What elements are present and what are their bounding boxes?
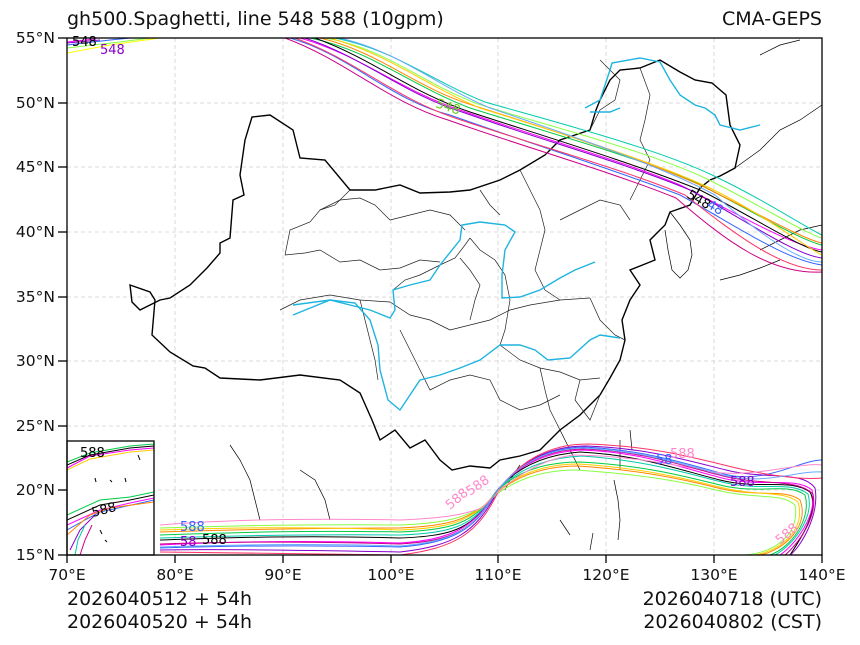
province-borders <box>279 59 651 431</box>
heilongjiang-river <box>584 57 761 131</box>
valid-time-utc: 2026040718 (UTC) <box>642 588 822 610</box>
y-tick-45: 45°N <box>15 158 55 176</box>
label-588-inset: 588 <box>80 446 105 461</box>
y-tick-30: 30°N <box>15 352 55 370</box>
y-tick-15: 15°N <box>15 546 55 564</box>
rivers <box>292 57 761 412</box>
neighbour-coastlines <box>229 39 822 551</box>
label-588-inset-2: 588 <box>90 500 118 521</box>
init-time-1: 2026040512 + 54h <box>67 588 253 610</box>
y-tick-35: 35°N <box>15 288 55 306</box>
songhua-river <box>590 107 621 113</box>
axis-ticks <box>58 37 823 563</box>
init-times: 2026040512 + 54h 2026040520 + 54h <box>67 588 252 634</box>
yellow-river <box>292 221 596 319</box>
label-588-west-2: 588 <box>202 533 227 548</box>
x-tick-130: 130°E <box>690 566 738 584</box>
label-548-corner-2: 548 <box>100 43 125 58</box>
label-548-center: 548 <box>434 97 462 119</box>
x-tick-140: 140°E <box>798 566 846 584</box>
label-588-se: 588 <box>670 447 695 462</box>
contour-548-lines <box>67 38 822 273</box>
y-tick-55: 55°N <box>15 29 55 47</box>
svg-text:48: 48 <box>704 197 726 218</box>
contour-588-lines <box>159 443 822 555</box>
label-548-corner: 548 <box>72 35 97 50</box>
y-tick-40: 40°N <box>15 223 55 241</box>
x-tick-80: 80°E <box>156 566 194 584</box>
x-tick-100: 100°E <box>367 566 415 584</box>
x-tick-120: 120°E <box>582 566 630 584</box>
label-588-west: 588 <box>180 520 205 535</box>
x-tick-90: 90°E <box>264 566 302 584</box>
valid-time-cst: 2026040802 (CST) <box>643 611 822 633</box>
y-tick-20: 20°N <box>15 481 55 499</box>
x-tick-70: 70°E <box>48 566 86 584</box>
y-tick-50: 50°N <box>15 94 55 112</box>
yangtze-river <box>292 299 621 412</box>
x-tick-110: 110°E <box>474 566 522 584</box>
init-time-2: 2026040520 + 54h <box>67 611 253 633</box>
model-name: CMA-GEPS <box>721 8 822 30</box>
china-border <box>129 59 741 471</box>
y-tick-25: 25°N <box>15 417 55 435</box>
svg-text:58: 58 <box>180 535 197 550</box>
inset-map <box>67 441 154 555</box>
chart-title: gh500.Spaghetti, line 548 588 (10gpm) <box>67 8 444 30</box>
label-588-east: 588 <box>730 475 755 490</box>
valid-times: 2026040718 (UTC) 2026040802 (CST) <box>643 588 822 634</box>
svg-text:58: 58 <box>656 453 673 468</box>
